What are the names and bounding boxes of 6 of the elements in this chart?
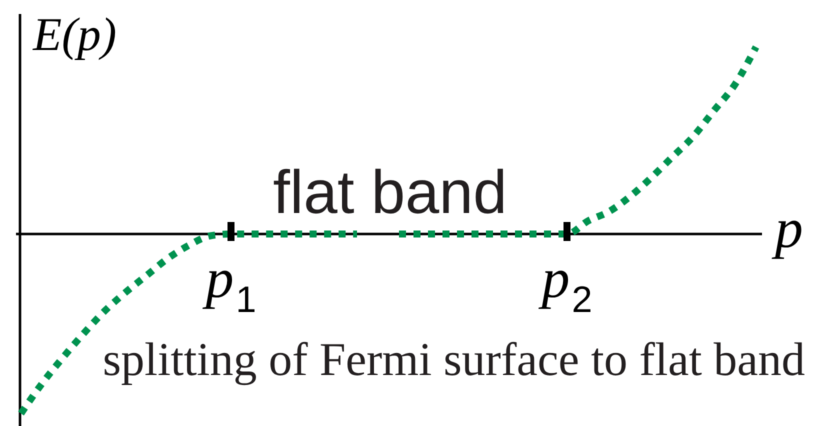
x-tick-label: p$_{2}$ [538, 248, 592, 320]
annotation: splitting of Fermi surface to flat band [102, 334, 805, 386]
y-axis-title: E(p) [32, 9, 117, 61]
x-tick-label: p$_{1}$ [202, 248, 256, 320]
annotation: flat band [272, 158, 508, 226]
x-axis-title: p [771, 198, 803, 260]
